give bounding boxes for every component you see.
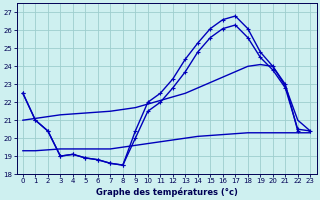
X-axis label: Graphe des températures (°c): Graphe des températures (°c) (96, 187, 237, 197)
